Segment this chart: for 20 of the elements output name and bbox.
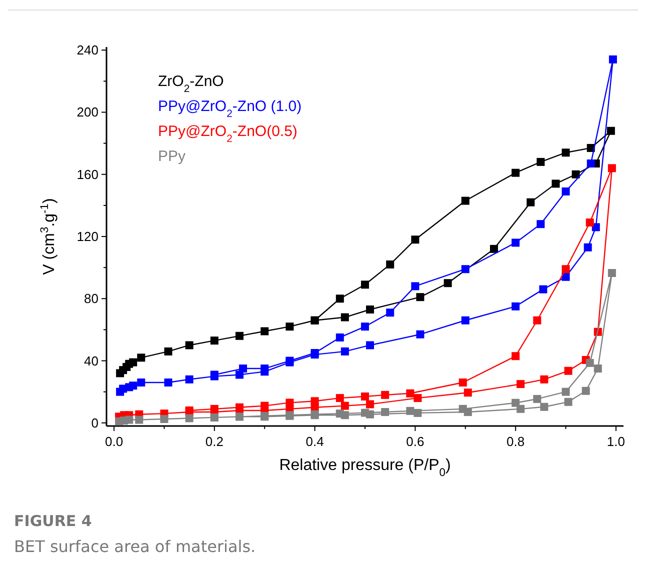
text: ZrO$_{2}$-ZnO: [158, 73, 224, 95]
x-tick-label: 0.8: [506, 434, 525, 449]
x-tick-label: 0.0: [104, 434, 124, 449]
y-tick-label: 240: [76, 42, 98, 58]
x-tick-label: 0.4: [306, 434, 324, 449]
x-axis-title: Relative pressure (P/P$_{0}$): [279, 457, 451, 479]
y-tick-label: 160: [76, 166, 98, 182]
caption: FIGURE 4: [14, 512, 92, 530]
y-tick-label: 0: [91, 415, 98, 430]
y-tick-label: 40: [84, 353, 98, 368]
x-tick-label: 1.0: [606, 434, 626, 449]
x-tick-label: 0.2: [205, 434, 224, 449]
y-tick-label: 120: [76, 229, 98, 244]
text: PPy@ZrO$_{2}$-ZnO(0.5): [158, 123, 298, 145]
x-tick-label: 0.6: [406, 434, 424, 449]
text: PPy: [158, 148, 186, 165]
text: PPy@ZrO$_{2}$-ZnO (1.0): [158, 98, 302, 120]
y-tick-label: 80: [84, 291, 98, 306]
y-tick-label: 200: [76, 104, 98, 120]
text: BET surface area of materials.: [14, 537, 256, 556]
